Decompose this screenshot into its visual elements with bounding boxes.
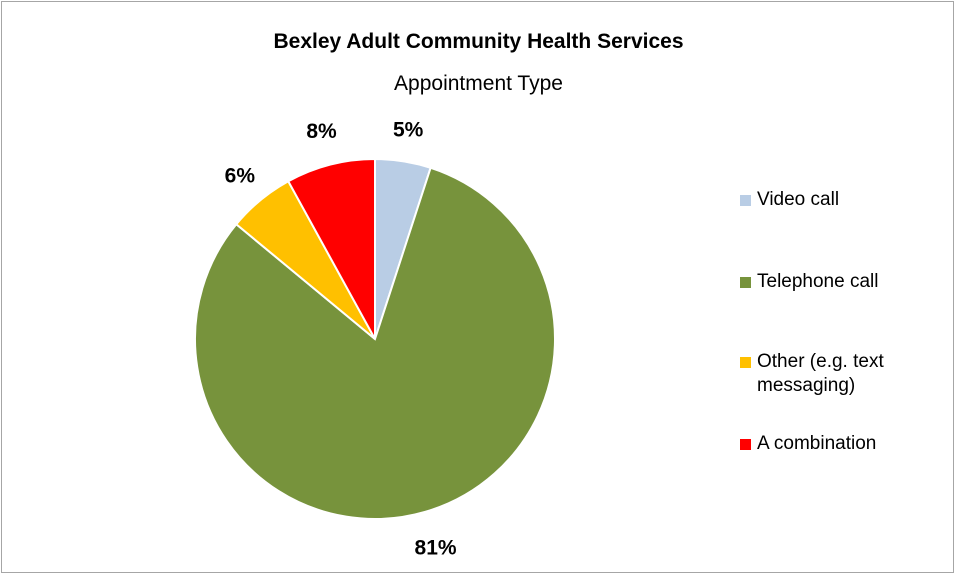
legend-swatch <box>740 195 751 206</box>
legend-swatch <box>740 357 751 368</box>
legend-label: Other (e.g. text messaging) <box>757 351 884 396</box>
data-label-telephone-call: 81% <box>415 536 457 559</box>
legend-swatch <box>740 277 751 288</box>
legend-item-telephone-call: Telephone call <box>740 270 937 294</box>
legend-item-other: Other (e.g. text messaging) <box>740 350 907 398</box>
data-label-a-combination: 8% <box>306 120 337 143</box>
chart-title: Bexley Adult Community Health Services <box>273 30 684 53</box>
pie-slice-telephone-call <box>194 166 556 520</box>
pie-slice-a-combination <box>286 157 376 340</box>
data-label-video-call: 5% <box>393 119 424 142</box>
legend-label: Telephone call <box>757 271 879 292</box>
legend-swatch <box>740 439 751 450</box>
chart-subtitle: Appointment Type <box>394 72 563 95</box>
legend-item-video-call: Video call <box>740 188 937 212</box>
data-label-other: 6% <box>225 165 256 188</box>
legend-label: A combination <box>757 433 877 454</box>
legend-label: Video call <box>757 189 840 210</box>
legend-item-a-combination: A combination <box>740 432 937 456</box>
